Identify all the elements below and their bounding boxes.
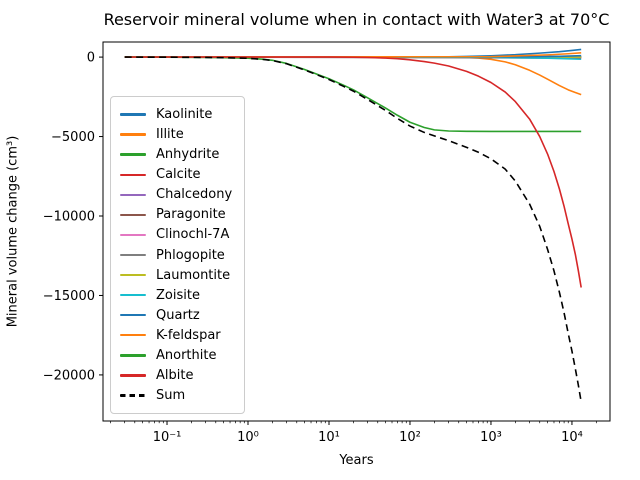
legend-label-zoisite: Zoisite [156,287,200,303]
legend-swatch-paragonite [120,213,146,217]
legend-label-paragonite: Paragonite [156,207,226,223]
legend-swatch-sum [120,394,146,397]
legend-label-calcite: Calcite [156,167,201,183]
x-tick-label: 10¹ [318,430,340,445]
x-tick-label: 10⁻¹ [153,430,182,445]
legend-item-kaolinite: Kaolinite [120,108,238,121]
legend-label-chalcedony: Chalcedony [156,187,233,203]
legend-item-k-feldspar: K-feldspar [120,329,238,342]
legend-label-anhydrite: Anhydrite [156,147,220,163]
axes-frame [102,41,611,422]
legend-item-sum: Sum [120,389,238,402]
y-tick-label: −20000 [43,368,95,383]
series-line-albite [124,56,582,288]
legend-label-clinochl-7a: Clinochl-7A [156,227,230,243]
legend-item-anorthite: Anorthite [120,349,238,362]
y-tick-label: −15000 [43,289,95,304]
legend-item-albite: Albite [120,369,238,382]
legend-label-illite: Illite [156,127,184,143]
x-axis-label: Years [339,453,374,468]
y-tick-label: −10000 [43,210,95,225]
legend-label-kaolinite: Kaolinite [156,107,213,123]
y-axis-label: Mineral volume change (cm³) [5,135,21,328]
legend-swatch-anhydrite [120,153,146,156]
series-line-k-feldspar [124,52,582,58]
chart-title: Reservoir mineral volume when in contact… [103,10,610,29]
legend-item-calcite: Calcite [120,168,238,181]
y-tick-label: −5000 [51,130,95,145]
legend-swatch-quartz [120,313,146,317]
y-axis-label-container: Mineral volume change (cm³) [2,42,24,421]
legend-label-quartz: Quartz [156,307,200,323]
legend-item-laumontite: Laumontite [120,269,238,282]
legend-swatch-illite [120,133,146,136]
legend-label-albite: Albite [156,367,194,383]
x-axis-minor-ticks [110,421,597,424]
series-line-sum [124,56,582,403]
legend-label-laumontite: Laumontite [156,267,231,283]
legend-item-paragonite: Paragonite [120,208,238,221]
legend-swatch-calcite [120,173,146,176]
legend-label-phlogopite: Phlogopite [156,247,225,263]
legend-item-zoisite: Zoisite [120,289,238,302]
legend-item-illite: Illite [120,128,238,141]
legend-label-sum: Sum [156,387,186,403]
legend-label-k-feldspar: K-feldspar [156,327,221,343]
legend-label-anorthite: Anorthite [156,347,217,363]
legend-swatch-chalcedony [120,193,146,196]
legend-swatch-kaolinite [120,113,146,116]
legend-item-quartz: Quartz [120,309,238,322]
x-tick-label: 10² [399,430,421,445]
legend-swatch-anorthite [120,354,146,357]
legend-item-clinochl-7a: Clinochl-7A [120,228,238,241]
y-tick-label: 0 [87,51,95,66]
legend-swatch-albite [120,374,146,377]
legend-swatch-zoisite [120,293,146,297]
legend-swatch-phlogopite [120,253,146,257]
legend-swatch-k-feldspar [120,334,146,337]
legend-item-chalcedony: Chalcedony [120,188,238,201]
series-lines [124,48,582,403]
legend-swatch-clinochl-7a [120,233,146,237]
x-axis-ticks: 10⁻¹ 10⁰ 10¹ 10² 10³ 10⁴ [153,421,583,445]
legend-item-phlogopite: Phlogopite [120,249,238,262]
x-tick-label: 10⁴ [561,430,583,445]
y-axis-ticks: 0 −5000 −10000 −15000 −20000 [43,51,103,383]
legend: Kaolinite Illite Anhydrite Calcite Chalcedon… [110,96,245,414]
legend-swatch-laumontite [120,273,146,277]
legend-item-anhydrite: Anhydrite [120,148,238,161]
x-tick-label: 10³ [480,430,502,445]
x-tick-label: 10⁰ [237,430,259,445]
